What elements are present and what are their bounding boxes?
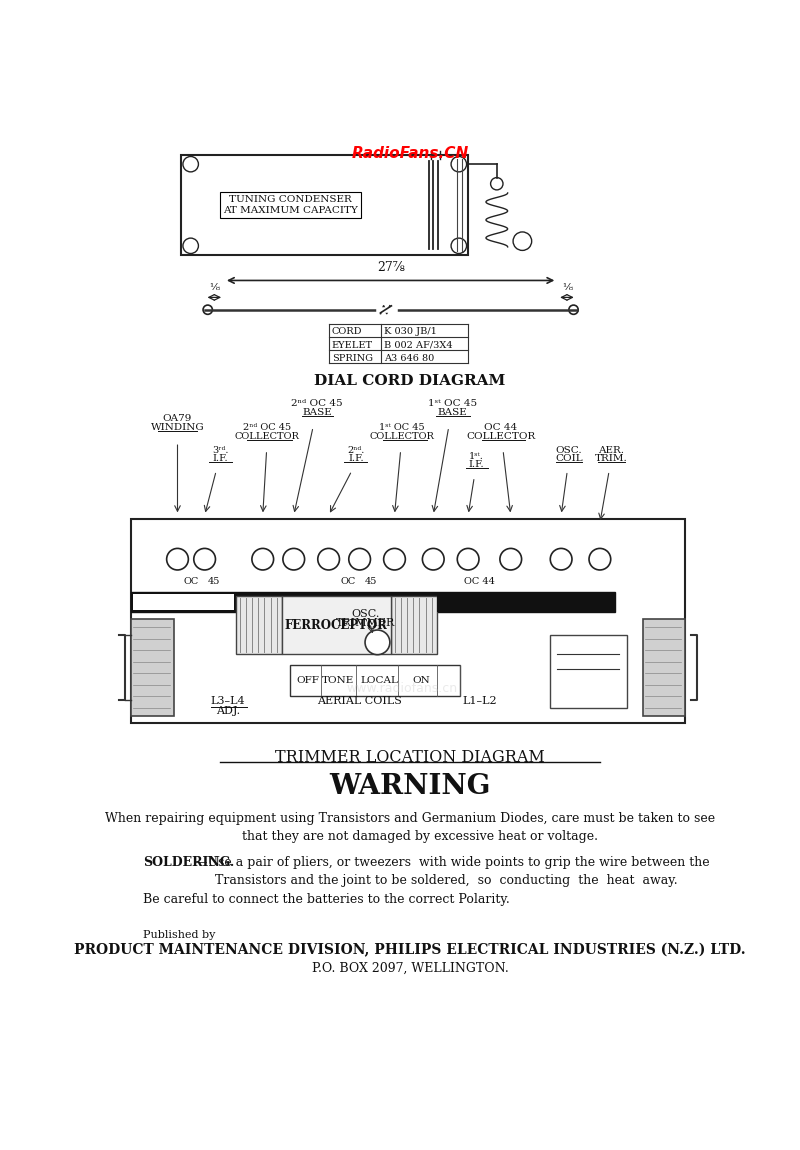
Bar xyxy=(550,635,627,707)
Text: B 002 AF/3X4: B 002 AF/3X4 xyxy=(385,340,453,350)
Circle shape xyxy=(550,549,572,570)
Bar xyxy=(182,155,468,255)
Circle shape xyxy=(318,549,339,570)
Bar xyxy=(236,596,282,654)
Text: EYELET: EYELET xyxy=(332,340,373,350)
Circle shape xyxy=(283,549,305,570)
Circle shape xyxy=(589,549,610,570)
Circle shape xyxy=(500,549,522,570)
Bar xyxy=(282,596,390,654)
Text: ON: ON xyxy=(413,676,430,685)
Bar xyxy=(131,519,685,723)
Circle shape xyxy=(384,549,406,570)
Text: —Use a pair of pliers, or tweezers  with wide points to grip the wire between th: —Use a pair of pliers, or tweezers with … xyxy=(195,857,710,888)
Text: OC 44: OC 44 xyxy=(464,577,495,585)
Text: PRODUCT MAINTENANCE DIVISION, PHILIPS ELECTRICAL INDUSTRIES (N.Z.) LTD.: PRODUCT MAINTENANCE DIVISION, PHILIPS EL… xyxy=(74,943,746,958)
Text: 1ˢᵗ OC 45: 1ˢᵗ OC 45 xyxy=(428,399,477,407)
Text: 1ˢᵗ OC 45: 1ˢᵗ OC 45 xyxy=(379,423,425,432)
Text: OC 44: OC 44 xyxy=(484,423,518,432)
Text: TRIMMER: TRIMMER xyxy=(336,619,395,629)
Text: FERROCEPTOR: FERROCEPTOR xyxy=(285,619,388,631)
Bar xyxy=(131,592,615,612)
Text: COLLECTOR: COLLECTOR xyxy=(466,431,535,440)
Text: A3 646 80: A3 646 80 xyxy=(385,353,434,362)
Text: 3ʳᵈ.: 3ʳᵈ. xyxy=(212,446,228,455)
Text: OA79: OA79 xyxy=(163,414,192,423)
Text: ⅛: ⅛ xyxy=(210,283,219,292)
Text: OC: OC xyxy=(340,577,356,585)
Text: Published by: Published by xyxy=(142,929,215,940)
Text: L3–L4: L3–L4 xyxy=(210,696,245,706)
Text: RadioFans.CN: RadioFans.CN xyxy=(351,146,469,161)
Text: LOCAL: LOCAL xyxy=(360,676,398,685)
Text: Be careful to connect the batteries to the correct Polarity.: Be careful to connect the batteries to t… xyxy=(142,894,510,906)
Text: I.F.: I.F. xyxy=(212,454,228,463)
Circle shape xyxy=(194,549,215,570)
Circle shape xyxy=(166,549,188,570)
Text: I.F.: I.F. xyxy=(348,454,363,463)
Text: OFF: OFF xyxy=(296,676,319,685)
Text: BASE: BASE xyxy=(302,408,332,416)
Circle shape xyxy=(422,549,444,570)
Bar xyxy=(131,619,174,715)
Text: WARNING: WARNING xyxy=(330,773,490,800)
Text: SOLDERING.: SOLDERING. xyxy=(142,857,234,869)
Text: ⅛: ⅛ xyxy=(562,283,572,292)
Text: OSC.: OSC. xyxy=(352,610,380,619)
Circle shape xyxy=(458,549,479,570)
Text: 2ⁿᵈ OC 45: 2ⁿᵈ OC 45 xyxy=(242,423,290,432)
Text: AERIAL COILS: AERIAL COILS xyxy=(317,696,402,706)
Text: 2ⁿᵈ OC 45: 2ⁿᵈ OC 45 xyxy=(291,399,343,407)
Text: L1–L2: L1–L2 xyxy=(462,696,497,706)
Circle shape xyxy=(252,549,274,570)
Text: CORD: CORD xyxy=(332,328,362,337)
Text: WINDING: WINDING xyxy=(150,423,204,432)
Text: BASE: BASE xyxy=(438,408,467,416)
Text: I.F.: I.F. xyxy=(468,460,484,469)
Text: COLLECTOR: COLLECTOR xyxy=(234,431,299,440)
Text: TUNING CONDENSER
AT MAXIMUM CAPACITY: TUNING CONDENSER AT MAXIMUM CAPACITY xyxy=(223,196,358,215)
Text: www.radiofans.cn: www.radiofans.cn xyxy=(346,682,458,695)
Text: 45: 45 xyxy=(364,577,377,585)
Text: SPRING: SPRING xyxy=(332,353,373,362)
Text: TRIM.: TRIM. xyxy=(595,454,628,463)
Text: TRIMMER LOCATION DIAGRAM: TRIMMER LOCATION DIAGRAM xyxy=(275,749,545,766)
Bar xyxy=(390,596,437,654)
Bar xyxy=(437,592,615,612)
Circle shape xyxy=(349,549,370,570)
Text: 45: 45 xyxy=(208,577,220,585)
Text: OSC.: OSC. xyxy=(555,446,582,455)
Bar xyxy=(642,619,685,715)
Text: K 030 JB/1: K 030 JB/1 xyxy=(385,328,438,337)
Text: OC: OC xyxy=(184,577,199,585)
Text: P.O. BOX 2097, WELLINGTON.: P.O. BOX 2097, WELLINGTON. xyxy=(312,961,508,975)
Bar xyxy=(290,666,460,696)
Text: COIL: COIL xyxy=(555,454,582,463)
Text: 27⅞: 27⅞ xyxy=(377,261,405,275)
Text: 1ˢᵗ.: 1ˢᵗ. xyxy=(469,452,483,461)
Text: 2ⁿᵈ.: 2ⁿᵈ. xyxy=(347,446,365,455)
Text: AER.: AER. xyxy=(598,446,625,455)
Bar xyxy=(133,593,234,610)
Text: ADJ.: ADJ. xyxy=(216,706,240,716)
Text: TONE: TONE xyxy=(322,676,354,685)
Circle shape xyxy=(365,630,390,654)
Text: COLLECTOR: COLLECTOR xyxy=(370,431,434,440)
Text: DIAL CORD DIAGRAM: DIAL CORD DIAGRAM xyxy=(314,374,506,388)
Text: When repairing equipment using Transistors and Germanium Diodes, care must be ta: When repairing equipment using Transisto… xyxy=(105,812,715,843)
